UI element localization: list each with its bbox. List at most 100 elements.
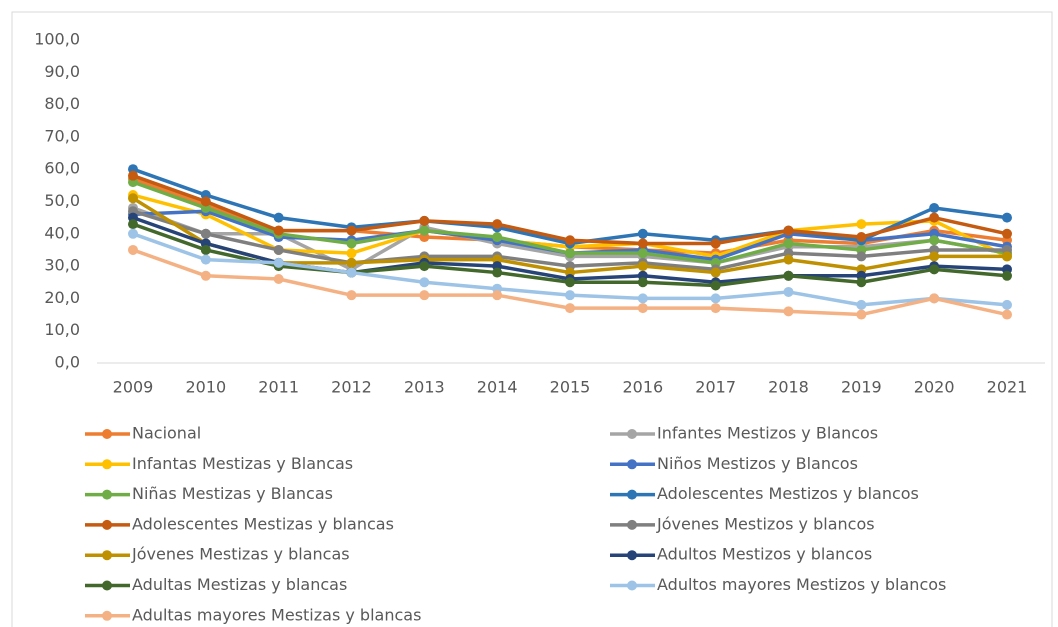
data-point xyxy=(565,248,575,259)
legend-label: Adultos mayores Mestizos y blancos xyxy=(657,575,946,594)
data-point xyxy=(200,228,211,239)
data-point xyxy=(929,235,940,246)
legend-label: Adultas Mestizas y blancas xyxy=(132,575,347,594)
data-point xyxy=(1002,212,1012,223)
y-tick-label: 80,0 xyxy=(44,94,80,113)
data-point xyxy=(200,254,211,265)
legend-marker xyxy=(627,459,637,470)
data-point xyxy=(492,232,503,243)
data-point xyxy=(710,303,721,314)
data-point xyxy=(1002,251,1012,262)
data-point xyxy=(637,293,648,304)
y-tick-label: 30,0 xyxy=(44,256,80,275)
data-point xyxy=(128,170,138,181)
legend-label: Adolescentes Mestizos y blancos xyxy=(657,484,919,503)
y-tick-label: 100,0 xyxy=(34,30,80,49)
data-point xyxy=(419,215,430,226)
x-tick-label: 2020 xyxy=(914,378,955,397)
data-point xyxy=(128,228,138,239)
y-tick-label: 10,0 xyxy=(44,320,80,339)
x-tick-label: 2013 xyxy=(404,378,445,397)
legend-marker xyxy=(102,429,112,439)
x-tick-label: 2017 xyxy=(695,378,736,397)
legend-marker xyxy=(102,519,112,530)
y-tick-label: 70,0 xyxy=(44,126,80,145)
data-point xyxy=(710,280,721,291)
data-point xyxy=(128,244,138,255)
data-point xyxy=(492,219,503,230)
data-point xyxy=(565,303,575,314)
x-tick-label: 2019 xyxy=(841,378,882,397)
legend-label: Niños Mestizos y Blancos xyxy=(657,454,858,473)
legend-label: Jóvenes Mestizos y blancos xyxy=(656,514,875,533)
legend-marker xyxy=(627,429,637,439)
legend-marker xyxy=(627,580,637,591)
data-point xyxy=(273,274,284,285)
data-point xyxy=(856,219,867,230)
x-tick-label: 2010 xyxy=(185,378,226,397)
data-point xyxy=(565,277,575,288)
data-point xyxy=(565,235,575,246)
data-point xyxy=(783,306,794,317)
data-point xyxy=(346,248,357,259)
data-point xyxy=(1002,309,1012,320)
data-point xyxy=(856,232,867,243)
chart-frame xyxy=(11,11,1053,627)
legend-marker xyxy=(102,610,112,621)
data-point xyxy=(346,267,357,278)
data-point xyxy=(492,290,503,301)
data-point xyxy=(273,257,284,268)
data-point xyxy=(710,238,721,249)
legend-marker xyxy=(627,519,637,530)
y-tick-label: 20,0 xyxy=(44,288,80,307)
legend-marker xyxy=(102,459,112,470)
x-tick-label: 2009 xyxy=(113,378,154,397)
legend-label: Niñas Mestizas y Blancas xyxy=(132,484,333,503)
legend-label: Adolescentes Mestizas y blancas xyxy=(132,514,394,533)
legend-label: Adultos Mestizos y blancos xyxy=(657,545,872,564)
data-point xyxy=(200,270,211,281)
x-tick-label: 2021 xyxy=(987,378,1028,397)
legend-label: Infantas Mestizas y Blancas xyxy=(132,454,353,473)
x-tick-label: 2018 xyxy=(768,378,809,397)
legend-label: Adultas mayores Mestizas y blancas xyxy=(132,605,421,624)
data-point xyxy=(565,290,575,301)
x-tick-label: 2015 xyxy=(550,378,591,397)
data-point xyxy=(273,225,284,236)
data-point xyxy=(783,270,794,281)
data-point xyxy=(929,251,940,262)
data-point xyxy=(419,290,430,301)
legend-marker xyxy=(102,580,112,591)
data-point xyxy=(637,303,648,314)
data-point xyxy=(273,244,284,255)
x-tick-label: 2012 xyxy=(331,378,372,397)
data-point xyxy=(783,286,794,297)
data-point xyxy=(856,299,867,310)
y-tick-label: 50,0 xyxy=(44,191,80,210)
data-point xyxy=(929,212,940,223)
data-point xyxy=(929,264,940,275)
data-point xyxy=(346,225,357,236)
data-point xyxy=(273,212,284,223)
legend-label: Nacional xyxy=(132,424,201,443)
data-point xyxy=(637,238,648,249)
data-point xyxy=(856,251,867,262)
data-point xyxy=(346,257,357,268)
data-point xyxy=(200,244,211,255)
data-point xyxy=(492,267,503,278)
data-point xyxy=(710,293,721,304)
data-point xyxy=(1002,228,1012,239)
data-point xyxy=(1002,299,1012,310)
data-point xyxy=(783,225,794,236)
data-point xyxy=(346,238,357,249)
data-point xyxy=(1002,270,1012,281)
data-point xyxy=(419,225,430,236)
legend-marker xyxy=(102,550,112,561)
y-tick-label: 40,0 xyxy=(44,223,80,242)
data-point xyxy=(783,238,794,249)
data-point xyxy=(856,277,867,288)
y-tick-label: 60,0 xyxy=(44,159,80,178)
legend-marker xyxy=(627,489,637,500)
x-tick-label: 2011 xyxy=(258,378,299,397)
